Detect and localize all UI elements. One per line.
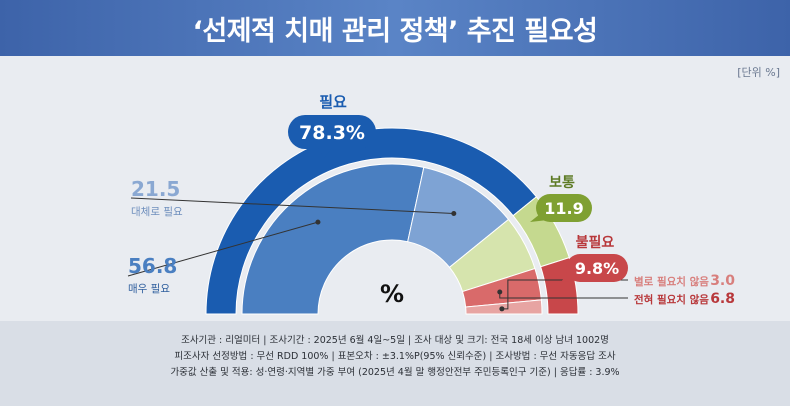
- inner-slice-very-need: [241, 163, 425, 315]
- unit-label: [단위 %]: [737, 66, 780, 79]
- header-bar: ‘선제적 치매 관리 정책’ 추진 필요성: [0, 0, 790, 56]
- need-bubble-tail: [318, 148, 332, 158]
- inner-slice-not-very: [465, 299, 543, 315]
- not-at-all-value: 6.8: [710, 291, 735, 307]
- very-need-label: 매우 필요: [128, 283, 170, 295]
- footer-line-2: 피조사자 선정방법 : 무선 RDD 100% | 표본오차 : ±3.1%P(…: [174, 351, 616, 362]
- leader-very-need-dot: [315, 219, 321, 225]
- page-title: ‘선제적 치매 관리 정책’ 추진 필요성: [192, 16, 598, 47]
- leader-not-at-all-dot: [497, 289, 503, 295]
- rather-need-label: 대체로 필요: [131, 206, 183, 218]
- not-very-value: 3.0: [710, 273, 735, 289]
- footer-line-3: 가중값 산출 및 적용: 성·연령·지역별 가중 부여 (2025년 4월 말 …: [170, 367, 620, 378]
- neutral-bubble-tail: [530, 214, 548, 222]
- footer-line-1: 조사기관 : 리얼미터 | 조사기간 : 2025년 6월 4일~5일 | 조사…: [181, 335, 609, 346]
- need-value: 78.3%: [299, 122, 365, 144]
- donut-chart: % 필요 78.3% 보통 11.9 불필요 9.8% 21.5 대체로 필요 …: [127, 93, 735, 315]
- leader-not-very-dot: [499, 306, 505, 312]
- leader-very-need: [127, 221, 319, 277]
- need-bubble: [288, 115, 376, 149]
- leader-rather-need: [130, 197, 454, 214]
- inner-ring: [241, 163, 543, 315]
- not-at-all-label: 전혀 필요치 않음: [634, 293, 709, 306]
- unneed-bubble: [566, 254, 628, 282]
- unneed-value: 9.8%: [575, 259, 619, 278]
- center-percent-label: %: [380, 280, 404, 308]
- neutral-value: 11.9: [544, 199, 583, 218]
- neutral-bubble: [536, 194, 592, 222]
- not-very-label: 별로 필요치 않음: [634, 275, 709, 288]
- leader-rather-need-dot: [451, 210, 457, 216]
- very-need-value: 56.8: [128, 254, 177, 278]
- neutral-label: 보통: [549, 175, 575, 191]
- unneed-label: 불필요: [576, 234, 615, 251]
- survey-info-footer: 조사기관 : 리얼미터 | 조사기간 : 2025년 6월 4일~5일 | 조사…: [0, 321, 790, 406]
- need-label: 필요: [319, 93, 347, 111]
- unneed-bubble-tail: [560, 274, 578, 282]
- rather-need-value: 21.5: [131, 177, 180, 201]
